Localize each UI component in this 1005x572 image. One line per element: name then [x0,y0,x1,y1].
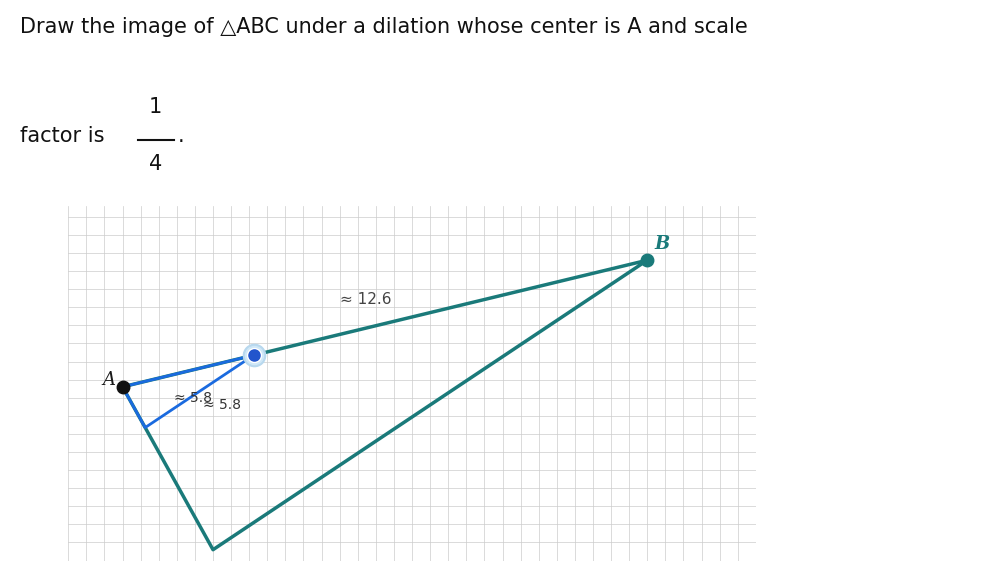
Text: B: B [654,235,669,253]
Text: Draw the image of △ABC under a dilation whose center is A and scale: Draw the image of △ABC under a dilation … [20,17,748,37]
Text: 4: 4 [149,154,163,174]
Text: A: A [103,371,116,389]
Text: .: . [178,126,185,146]
Text: factor is: factor is [20,126,112,146]
Text: ≈ 5.8: ≈ 5.8 [174,391,212,405]
Text: ≈ 12.6: ≈ 12.6 [340,292,391,307]
Text: ≈ 5.8: ≈ 5.8 [203,399,241,412]
Text: 1: 1 [149,97,163,117]
